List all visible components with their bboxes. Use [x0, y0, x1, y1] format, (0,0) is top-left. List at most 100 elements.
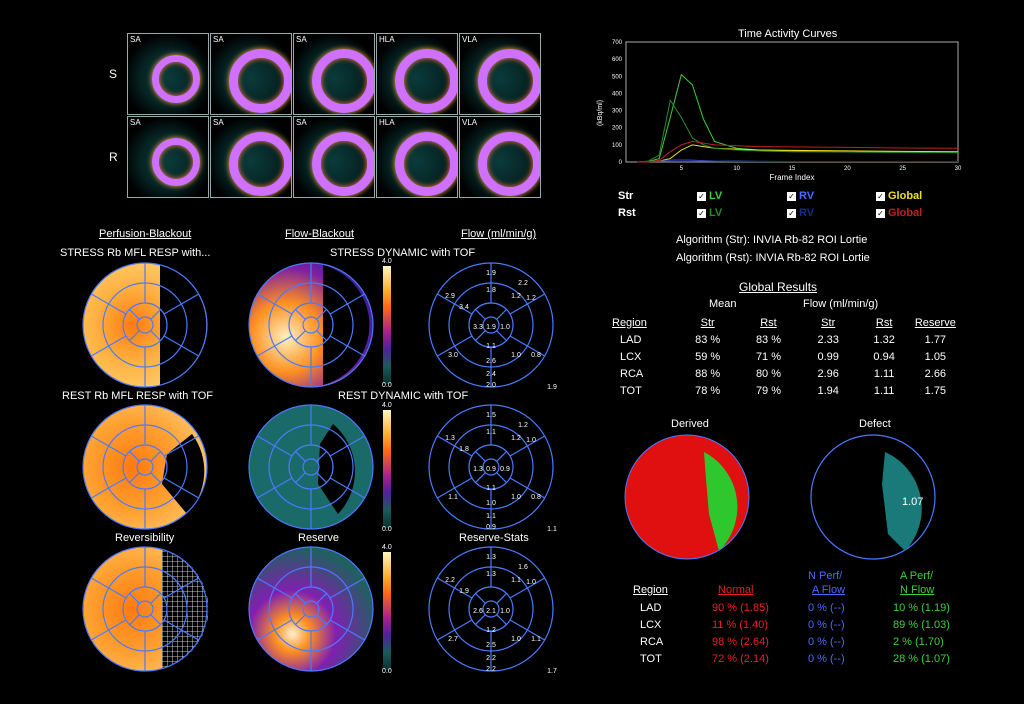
slice-view-label: VLA [462, 35, 478, 44]
segment-ring [302, 600, 320, 618]
legend-rst-rv[interactable]: ✓ RV [787, 207, 815, 219]
segment-spoke [129, 614, 140, 625]
segment-spoke [454, 445, 473, 457]
polar-rest-values: 1.51.21.11.21.31.81.3 0.9 0.91.01.11.01.01… [428, 404, 557, 533]
segment-ring [136, 316, 154, 334]
rt-header-region: Region [633, 584, 668, 596]
segment-spoke [257, 487, 275, 499]
myocardium-ring [229, 49, 291, 113]
tac-xtick: 25 [899, 166, 906, 172]
polar-stress-perfusion [82, 262, 208, 388]
segment-value: 1.0 [526, 579, 536, 586]
segment-spoke [274, 335, 293, 347]
segment-value: 2.2 [445, 577, 455, 584]
legend-rst-label: Rst [618, 207, 636, 219]
rt-header-aflow: A Flow [812, 584, 846, 596]
segment-spoke [129, 593, 140, 604]
colorbar-min: 0.0 [382, 668, 392, 675]
segment-value: 1.0 [511, 636, 521, 643]
segment-spoke [316, 614, 327, 625]
tac-ylabel: (kBq/ml) [597, 100, 604, 126]
algorithm-str: Algorithm (Str): INVIA Rb-82 ROI Lortie [676, 234, 868, 246]
segment-spoke [454, 303, 473, 315]
slice-image: SA [293, 116, 375, 198]
segment-spoke [437, 629, 455, 641]
segment-spoke [509, 335, 528, 347]
segment-spoke [509, 477, 528, 489]
rt-header-nperf: N Perf/ [808, 570, 843, 582]
segment-spoke [163, 587, 182, 599]
myocardium-ring [229, 132, 291, 196]
colorbar [383, 552, 391, 670]
checkbox-icon[interactable]: ✓ [787, 191, 796, 201]
results-cell: 0.99 [817, 350, 839, 363]
results-cell: LAD [620, 333, 642, 346]
segment-spoke [329, 445, 348, 457]
colorbar-min: 0.0 [382, 526, 392, 533]
segment-spoke [527, 577, 545, 589]
segment-spoke [91, 629, 109, 641]
segment-value: 1.2 [511, 293, 521, 300]
results-header: Rst [760, 316, 777, 329]
slice-view-label: SA [213, 118, 224, 127]
segment-spoke [454, 587, 473, 599]
colorbar-max: 4.0 [382, 544, 392, 551]
segment-spoke [496, 593, 507, 604]
segment-spoke [181, 629, 199, 641]
tac-xlabel: Frame Index [770, 173, 815, 182]
polar-reserve-values: 1.3 1.6 1.3 1.1 2.2 1.9 2.6 2.1 1.0 1.0 1.2 2.5 1.0 2… [428, 546, 557, 675]
results-cell: 1.75 [924, 384, 947, 397]
segment-spoke [475, 593, 486, 604]
myocardium-ring [395, 49, 457, 113]
segment-value: 1.7 [547, 668, 557, 675]
legend-str-rv[interactable]: ✓ RV [787, 190, 815, 202]
segment-spoke [150, 330, 161, 341]
segment-spoke [347, 629, 365, 641]
results-cell: 2.33 [817, 333, 839, 346]
checkbox-icon[interactable]: ✓ [697, 191, 706, 201]
segment-spoke [475, 330, 486, 341]
segment-spoke [475, 451, 486, 462]
segment-spoke [274, 477, 293, 489]
tac-ytick: 500 [612, 74, 623, 80]
segment-spoke [91, 293, 109, 305]
legend-str-global[interactable]: ✓ Global [876, 190, 923, 202]
results-row: RCA 88 % 80 % 2.96 1.11 2.66 [612, 365, 960, 382]
rt-header-normal: Normal [718, 584, 754, 596]
segment-spoke [509, 303, 528, 315]
segment-spoke [316, 330, 327, 341]
segment-spoke [91, 435, 109, 447]
checkbox-icon[interactable]: ✓ [697, 208, 706, 218]
title-reversibility: Reversibility [115, 532, 175, 544]
colorbar-max: 4.0 [382, 402, 392, 409]
segment-value: 2.2 [486, 666, 496, 673]
region-cell: 0 % (--) [808, 653, 845, 665]
segment-spoke [257, 293, 275, 305]
tac-ytick: 400 [612, 91, 623, 97]
segment-spoke [108, 619, 127, 631]
legend-rst-lv[interactable]: ✓ LV [697, 207, 723, 219]
checkbox-icon[interactable]: ✓ [876, 191, 885, 201]
tac-frame [625, 41, 959, 163]
segment-value: 1.1 [547, 526, 557, 533]
results-row: LAD 83 % 83 % 2.33 1.32 1.77 [612, 331, 960, 348]
slice-image: SA [210, 116, 292, 198]
segment-spoke [257, 435, 275, 447]
legend-str-lv[interactable]: ✓ LV [697, 190, 723, 202]
results-row: TOT 78 % 79 % 1.94 1.11 1.75 [612, 382, 960, 399]
region-cell: 72 % (2.14) [712, 653, 769, 665]
segment-spoke [150, 614, 161, 625]
segment-spoke [295, 309, 306, 320]
checkbox-icon[interactable]: ✓ [876, 208, 885, 218]
results-cell: 1.05 [924, 350, 947, 363]
checkbox-icon[interactable]: ✓ [787, 208, 796, 218]
segment-spoke [274, 619, 293, 631]
segment-value: 2.7 [448, 636, 458, 643]
results-header: Str [700, 316, 715, 329]
legend-rst-global[interactable]: ✓ Global [876, 207, 923, 219]
segment-spoke [509, 587, 528, 599]
colorbar-min: 0.0 [382, 382, 392, 389]
slice-view-label: SA [296, 35, 307, 44]
segment-ring [482, 458, 500, 476]
region-cell: LAD [640, 602, 662, 614]
